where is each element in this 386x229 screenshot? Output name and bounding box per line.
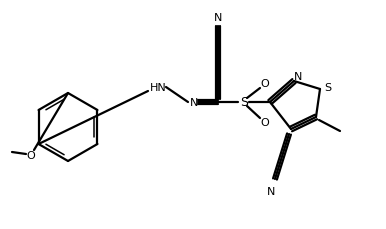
- Text: N: N: [214, 13, 222, 23]
- Text: O: O: [261, 79, 269, 89]
- Text: N: N: [190, 98, 198, 108]
- Text: N: N: [267, 186, 275, 196]
- Text: HN: HN: [150, 83, 166, 93]
- Text: S: S: [240, 96, 248, 109]
- Text: O: O: [27, 150, 36, 160]
- Text: N: N: [294, 72, 302, 82]
- Text: O: O: [261, 117, 269, 128]
- Text: S: S: [325, 83, 332, 93]
